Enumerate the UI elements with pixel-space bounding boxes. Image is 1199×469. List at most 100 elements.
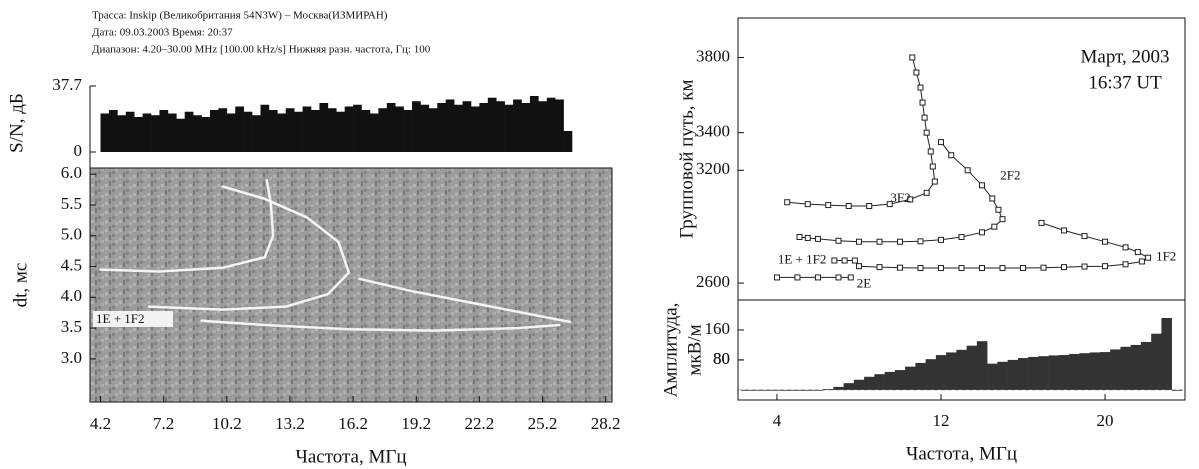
sn-bar [176,118,186,152]
point-marker [1061,227,1068,234]
amplitude-bar [1130,344,1142,390]
y-tick-label: 5.5 [61,194,82,213]
sn-bar [529,95,539,152]
point-marker [1145,254,1152,261]
point-marker [958,265,965,272]
point-marker [876,264,883,271]
x-tick-label: 25.2 [528,414,558,433]
sn-bar [226,113,236,152]
sn-bar [125,111,135,152]
sn-bar [235,106,244,152]
amplitude-bar [1140,341,1152,390]
point-marker [923,189,930,196]
amplitude-bar [782,389,793,391]
point-marker [937,265,944,272]
sn-bar [353,104,362,152]
x-tick-label: 4 [773,411,782,430]
y-tick-label: 3400 [696,122,730,141]
amplitude-bar [987,363,998,390]
sn-bar [134,116,143,152]
sn-bar [546,97,556,152]
amplitude-bar [976,341,988,390]
y-axis-label: Амплитуда, [660,303,681,398]
point-marker [958,234,965,241]
sn-bar [437,102,447,152]
point-marker [1122,244,1129,251]
x-axis-label: Частота, МГц [906,443,1017,464]
point-marker [979,182,986,189]
amplitude-bar [946,352,957,390]
x-tick-label: 28.2 [591,414,621,433]
x-tick-label: 12 [932,411,949,430]
sn-bar [193,115,202,152]
sn-bar [285,108,295,152]
annotation-box [93,311,173,327]
sn-bar [563,130,573,152]
point-marker [831,257,838,264]
y-tick-label: 0 [74,141,83,160]
sn-bar [487,97,497,152]
y-tick-label: 3800 [696,46,730,65]
sn-bar [252,115,261,152]
amplitude-bar [802,389,814,391]
point-marker [845,203,852,209]
amplitude-bar [792,389,803,391]
chart-subtitle: 16:37 UT [1088,72,1162,93]
header-note: Дата: 09.03.2003 Время: 20:37 [92,27,233,39]
point-marker [1138,258,1145,265]
amplitude-bar [843,383,855,390]
point-marker [1122,261,1129,268]
point-marker [814,235,821,242]
sn-bar [201,116,211,152]
point-marker [773,274,780,281]
sn-bar [395,106,404,152]
amplitude-bar [1171,389,1183,391]
point-marker [927,148,934,155]
series-label: 1F2 [1156,249,1176,264]
amplitude-bar [812,389,824,391]
y-tick-label: 4.5 [61,255,82,274]
amplitude-bar [1069,353,1080,390]
sn-bar [454,104,463,152]
y-tick-label: 80 [713,349,730,368]
point-marker [991,223,998,230]
point-marker [1038,219,1045,226]
point-marker [804,201,811,208]
point-marker [825,202,832,209]
x-tick-label: 19.2 [401,414,431,433]
trace [99,179,275,273]
sn-bar [386,102,396,152]
point-marker [923,129,930,136]
point-marker [907,196,914,203]
amplitude-bar [905,366,916,390]
series-label: 2F2 [1000,167,1020,182]
y-axis-label: S/N, дБ [6,93,27,153]
sn-bar [336,111,345,152]
amplitude-bar [1151,333,1162,390]
amplitude-bar [853,379,865,390]
y-tick-label: 37.7 [52,75,82,94]
amplitude-bar [864,376,875,390]
point-marker [784,199,791,206]
point-marker [896,238,903,245]
amplitude-bar [884,371,896,390]
point-marker [999,216,1006,223]
series-label: 3F2 [890,190,910,205]
amplitude-bar [741,389,752,391]
y-tick-label: 5.0 [61,225,82,244]
sn-bar [302,106,312,152]
point-marker [917,84,924,91]
point-marker [979,229,986,236]
point-marker [804,234,811,241]
sn-bar [420,104,430,152]
point-marker [876,238,883,245]
x-axis-label: Частота, МГц [295,446,406,467]
point-marker [1081,263,1088,270]
trace [200,319,561,332]
point-marker [917,238,924,245]
x-tick-label: 10.2 [212,414,242,433]
point-marker [909,54,916,61]
amplitude-bar [1161,317,1172,390]
point-marker [929,163,936,170]
point-marker [1020,265,1027,272]
